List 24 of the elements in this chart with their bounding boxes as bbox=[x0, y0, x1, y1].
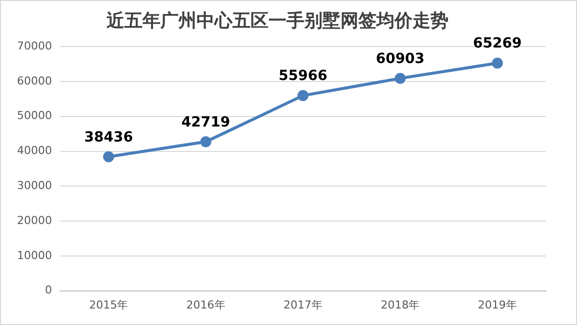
x-tick-label: 2016年 bbox=[186, 298, 226, 312]
x-tick-label: 2017年 bbox=[283, 298, 322, 312]
y-tick-label: 40000 bbox=[16, 144, 52, 158]
y-tick-label: 60000 bbox=[16, 74, 52, 88]
data-label: 55966 bbox=[278, 68, 328, 84]
chart-title: 近五年广州中心五区一手别墅网签均价走势 bbox=[106, 10, 448, 32]
data-label: 38436 bbox=[84, 129, 133, 146]
y-tick-label: 10000 bbox=[16, 248, 52, 262]
point bbox=[394, 72, 406, 84]
x-tick-label: 2015年 bbox=[89, 298, 128, 312]
point bbox=[492, 58, 503, 69]
data-label: 60903 bbox=[376, 50, 425, 67]
y-tick-label: 50000 bbox=[16, 109, 52, 122]
x-tick-label: 2019年 bbox=[478, 298, 517, 312]
y-tick-label: 30000 bbox=[16, 179, 52, 192]
data-label: 65269 bbox=[473, 36, 522, 52]
point bbox=[297, 90, 308, 102]
y-tick-label: 70000 bbox=[16, 39, 52, 52]
y-tick-label: 20000 bbox=[16, 214, 52, 227]
point bbox=[200, 136, 212, 148]
x-tick-label: 2018年 bbox=[380, 298, 420, 312]
data-label: 42719 bbox=[181, 114, 230, 130]
point bbox=[103, 151, 114, 162]
y-tick-label: 0 bbox=[44, 284, 52, 297]
